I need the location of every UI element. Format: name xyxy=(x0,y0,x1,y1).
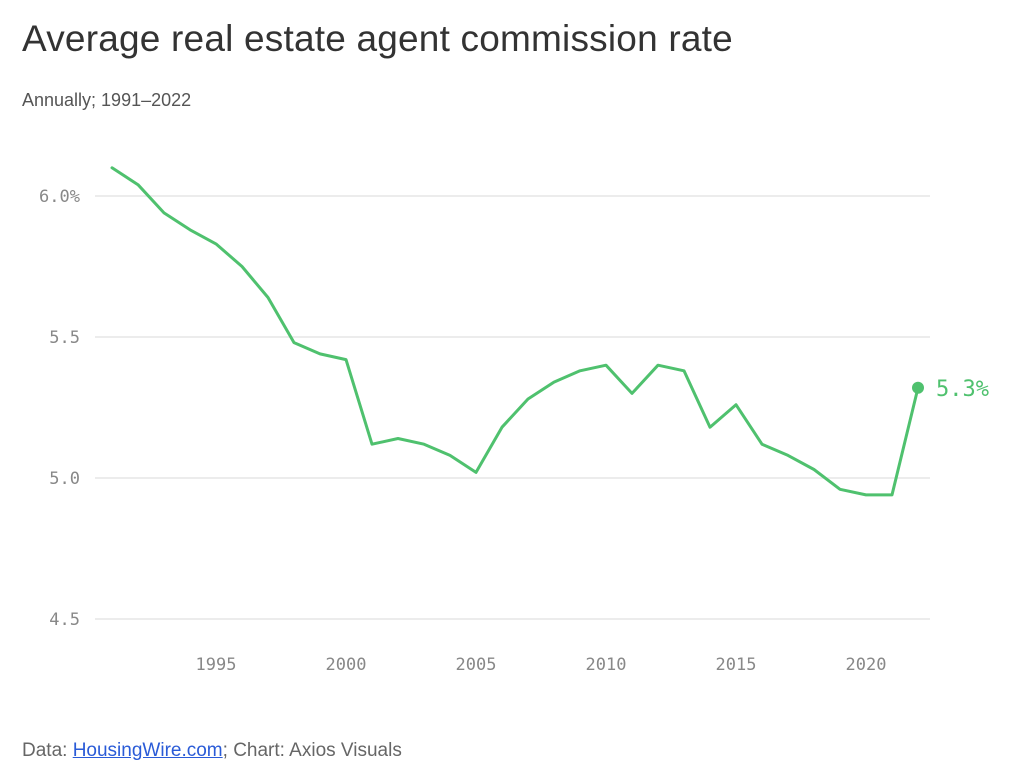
end-point-marker xyxy=(912,381,924,394)
data-point-2007 xyxy=(526,397,530,401)
x-tick-label: 2000 xyxy=(326,655,367,675)
data-point-1994 xyxy=(188,228,192,232)
x-axis-ticks: 1995 2000 2005 2010 2015 2020 xyxy=(196,655,887,675)
series-line xyxy=(110,166,920,497)
data-point-2013 xyxy=(682,369,686,373)
data-point-2001 xyxy=(370,442,374,446)
y-tick-label: 5.5 xyxy=(49,328,80,348)
data-point-2011 xyxy=(630,391,634,395)
end-value-label: 5.3% xyxy=(936,377,989,402)
data-point-2002 xyxy=(396,437,400,441)
y-tick-label: 5.0 xyxy=(49,469,80,489)
chart-credit: ; Chart: Axios Visuals xyxy=(222,740,402,761)
data-point-1995 xyxy=(214,242,218,246)
x-tick-label: 2020 xyxy=(846,655,887,675)
data-point-2018 xyxy=(812,468,816,472)
data-point-1992 xyxy=(136,183,140,187)
data-point-2005 xyxy=(474,470,478,474)
data-point-2004 xyxy=(448,453,452,457)
data-point-2000 xyxy=(344,358,348,362)
data-point-2019 xyxy=(838,487,842,491)
source-credit: Data: HousingWire.com; Chart: Axios Visu… xyxy=(22,740,402,762)
data-point-2020 xyxy=(864,493,868,497)
y-axis-ticks: 4.5 5.0 5.5 6.0% xyxy=(39,187,80,630)
data-point-2014 xyxy=(708,425,712,429)
x-tick-label: 2010 xyxy=(586,655,627,675)
x-tick-label: 1995 xyxy=(196,655,237,675)
gridlines xyxy=(95,195,930,620)
x-tick-label: 2015 xyxy=(716,655,757,675)
line-chart: 4.5 5.0 5.5 6.0% 1995 2000 2005 2010 2015 2020 5… xyxy=(39,166,989,675)
data-point-2008 xyxy=(552,380,556,384)
data-point-2006 xyxy=(500,425,504,429)
data-point-2010 xyxy=(604,363,608,367)
data-point-1998 xyxy=(292,341,296,345)
y-tick-label: 4.5 xyxy=(49,610,80,630)
data-point-2003 xyxy=(422,442,426,446)
x-tick-label: 2005 xyxy=(456,655,497,675)
data-point-2012 xyxy=(656,363,660,367)
data-point-2015 xyxy=(734,403,738,407)
data-point-1993 xyxy=(162,211,166,215)
data-points xyxy=(110,166,920,497)
source-link[interactable]: HousingWire.com xyxy=(72,740,223,761)
data-point-1996 xyxy=(240,265,244,269)
y-tick-label: 6.0% xyxy=(39,187,80,207)
data-point-1991 xyxy=(110,166,114,170)
data-point-1999 xyxy=(318,352,322,356)
data-point-2021 xyxy=(890,493,894,497)
data-point-2017 xyxy=(786,453,790,457)
data-point-2016 xyxy=(760,442,764,446)
data-prefix: Data: xyxy=(22,740,73,761)
data-point-1997 xyxy=(266,296,270,300)
chart-title: Average real estate agent commission rat… xyxy=(22,18,733,59)
data-point-2009 xyxy=(578,369,582,373)
chart-subtitle: Annually; 1991–2022 xyxy=(22,90,192,110)
